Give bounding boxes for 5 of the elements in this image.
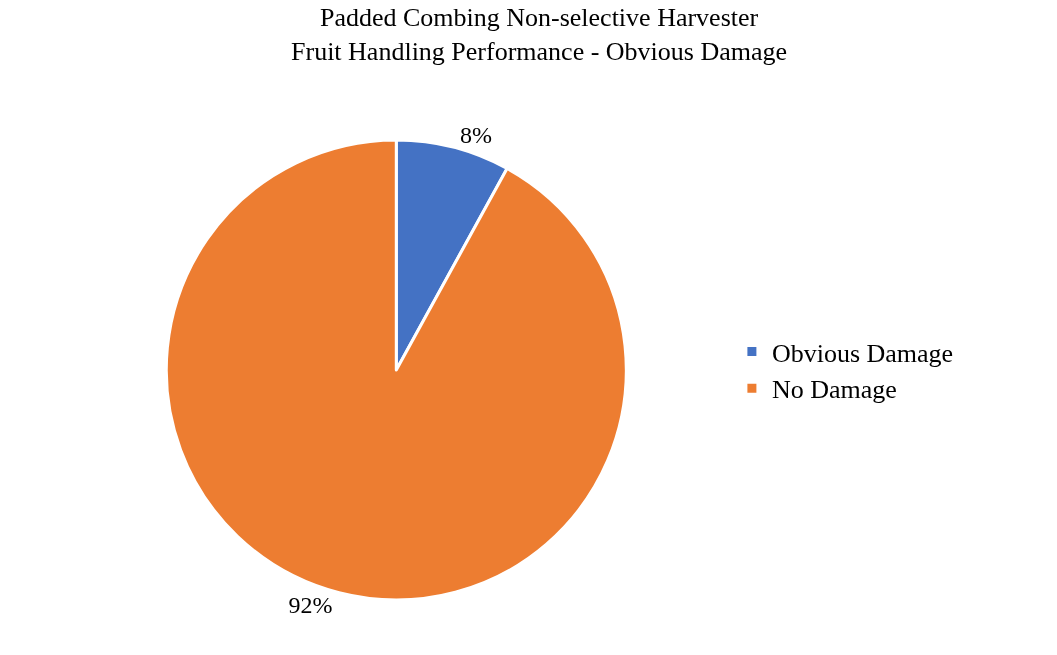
legend-label: No Damage — [771, 375, 897, 405]
data-label: 8% — [459, 122, 492, 149]
chart-title: Padded Combing Non-selective Harvester Fruit Handling Performance - Obvious Damage — [291, 3, 788, 66]
legend-label: Obvious Damage — [771, 338, 954, 368]
data-label: 92% — [288, 591, 333, 618]
